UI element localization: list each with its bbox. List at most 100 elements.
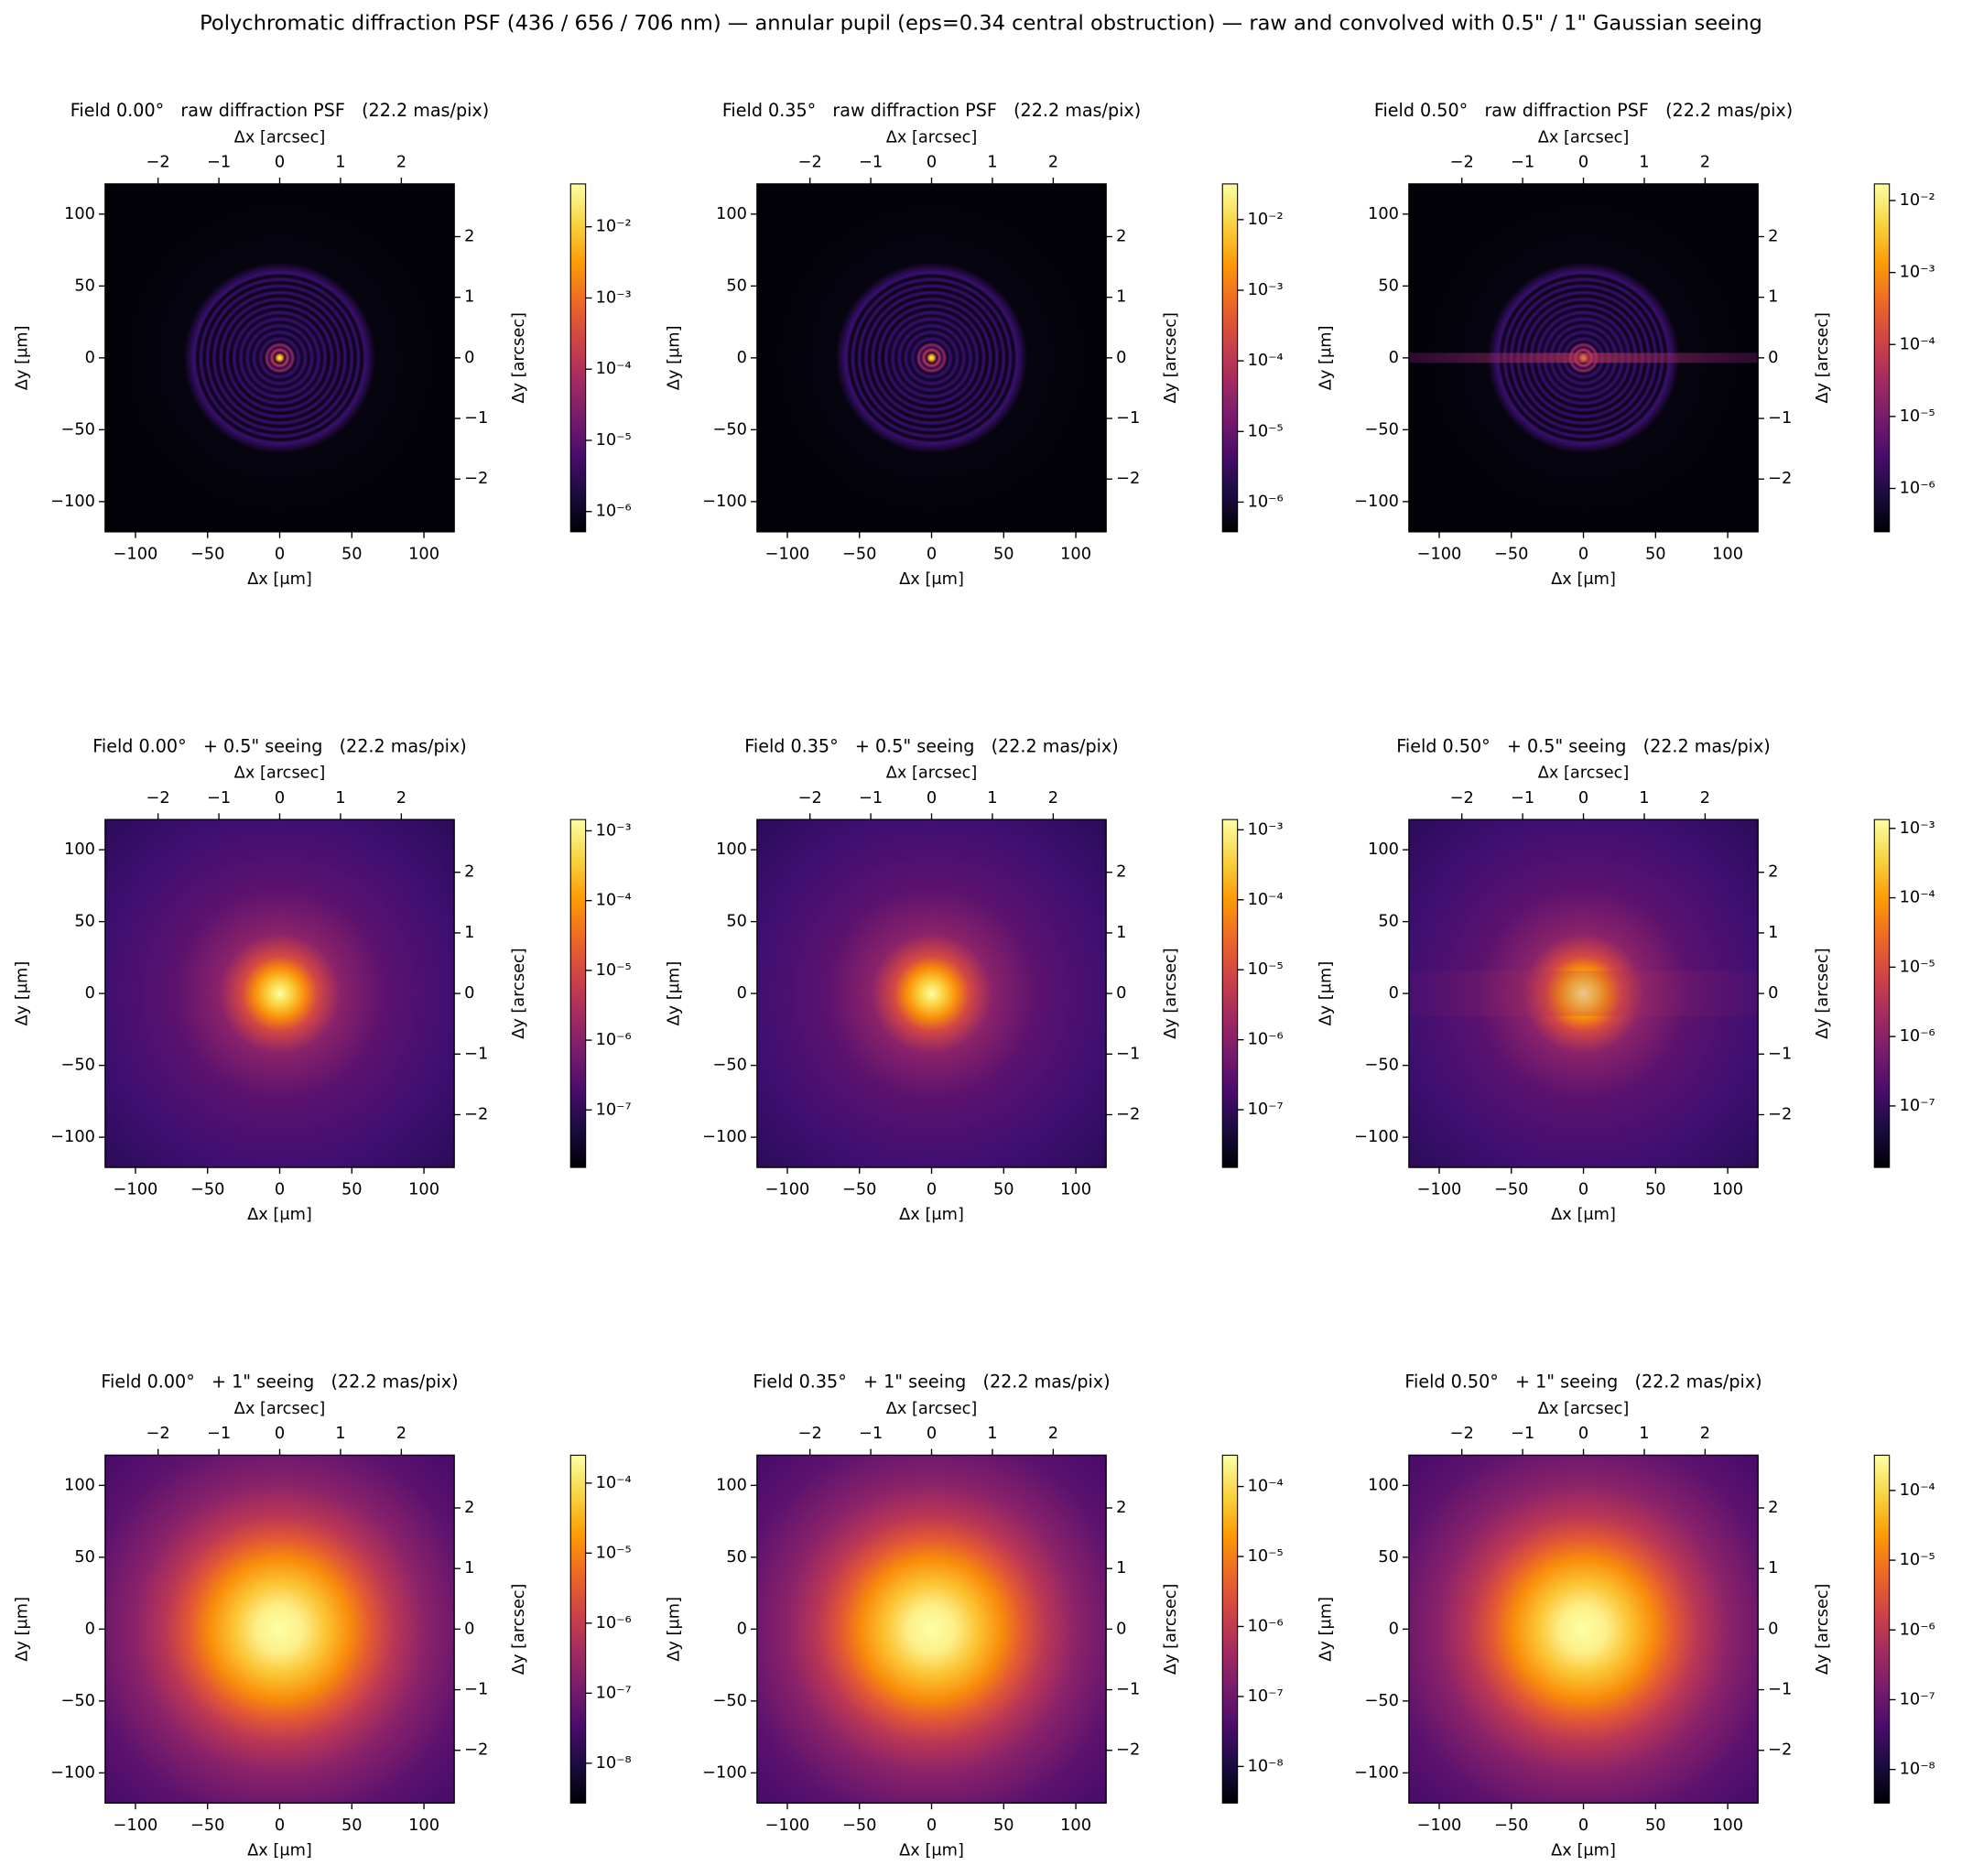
colorbar-tick-label: 10⁻² bbox=[596, 218, 632, 236]
x2-tick-label: 1 bbox=[987, 1425, 997, 1443]
x2-label: Δx [arcsec] bbox=[1538, 1400, 1630, 1418]
y-tick-label: −100 bbox=[50, 493, 95, 511]
x2-tick-label: 2 bbox=[1048, 789, 1058, 808]
y2-tick-label: 0 bbox=[1768, 984, 1778, 1003]
x-tick-label: −50 bbox=[190, 1181, 224, 1199]
y-label: Δy [μm] bbox=[1317, 961, 1336, 1026]
x2-tick-label: 2 bbox=[1700, 154, 1710, 172]
y-tick-label: −100 bbox=[50, 1128, 95, 1146]
y-tick-label: 100 bbox=[716, 1476, 747, 1494]
y2-tick-label: −1 bbox=[1116, 1681, 1140, 1699]
y-tick-label: 0 bbox=[737, 1620, 747, 1638]
y2-tick-label: 0 bbox=[464, 984, 474, 1003]
x-tick-label: 50 bbox=[341, 545, 363, 563]
x-tick-label: 100 bbox=[408, 545, 439, 563]
y-tick-label: 100 bbox=[64, 840, 95, 859]
colorbar-tick-label: 10⁻² bbox=[1248, 211, 1284, 229]
y-tick-label: −100 bbox=[50, 1763, 95, 1782]
colorbar-tick-label: 10⁻³ bbox=[596, 288, 632, 307]
colorbar-tick-label: 10⁻⁴ bbox=[596, 1474, 632, 1492]
y2-label: Δy [arcsec] bbox=[1162, 1584, 1180, 1675]
x2-tick-label: −2 bbox=[146, 1425, 170, 1443]
y-label: Δy [μm] bbox=[1317, 325, 1336, 390]
y2-tick-label: −2 bbox=[1768, 470, 1792, 488]
x-tick-label: 100 bbox=[1712, 545, 1743, 563]
y-tick-label: 50 bbox=[74, 1548, 95, 1567]
y2-tick-label: 0 bbox=[1116, 349, 1126, 367]
x-tick-label: 0 bbox=[275, 1181, 285, 1199]
y-tick-label: 50 bbox=[74, 913, 95, 931]
x-tick-label: 50 bbox=[993, 1181, 1014, 1199]
y-tick-label: 50 bbox=[74, 277, 95, 295]
x-tick-label: 100 bbox=[1060, 1816, 1091, 1835]
x-tick-label: −100 bbox=[1417, 1181, 1462, 1199]
colorbar-tick-label: 10⁻⁶ bbox=[1900, 1621, 1935, 1639]
y-tick-label: −50 bbox=[60, 1057, 94, 1075]
y2-tick-label: −1 bbox=[1116, 1045, 1140, 1063]
x2-tick-label: −2 bbox=[798, 789, 822, 808]
x-tick-label: −50 bbox=[1494, 1181, 1528, 1199]
figure-title: Polychromatic diffraction PSF (436 / 656… bbox=[200, 11, 1762, 35]
colorbar-tick-label: 10⁻⁵ bbox=[1248, 960, 1284, 979]
y-tick-label: −100 bbox=[702, 1128, 747, 1146]
x-tick-label: 0 bbox=[275, 545, 285, 563]
y-label: Δy [μm] bbox=[14, 961, 32, 1026]
y-tick-label: 50 bbox=[726, 1548, 747, 1567]
x2-tick-label: −2 bbox=[798, 1425, 822, 1443]
y-tick-label: −100 bbox=[1354, 1128, 1399, 1146]
x2-tick-label: −2 bbox=[1450, 789, 1474, 808]
x-tick-label: 0 bbox=[927, 1181, 937, 1199]
y-tick-label: 0 bbox=[85, 984, 95, 1003]
y-tick-label: 50 bbox=[1378, 1548, 1399, 1567]
panel-title: Field 0.35° raw diffraction PSF (22.2 ma… bbox=[722, 100, 1141, 121]
y-tick-label: 0 bbox=[85, 1620, 95, 1638]
y2-tick-label: −1 bbox=[1116, 409, 1140, 428]
y-tick-label: −100 bbox=[1354, 493, 1399, 511]
x-tick-label: −100 bbox=[114, 1181, 158, 1199]
x2-tick-label: 2 bbox=[396, 154, 406, 172]
x-tick-label: 100 bbox=[408, 1181, 439, 1199]
y-tick-label: −50 bbox=[712, 1057, 746, 1075]
x-tick-label: 100 bbox=[1712, 1816, 1743, 1835]
x-tick-label: 50 bbox=[1645, 1181, 1666, 1199]
x-tick-label: 50 bbox=[993, 545, 1014, 563]
y2-tick-label: −1 bbox=[1768, 1681, 1792, 1699]
y2-tick-label: 0 bbox=[464, 349, 474, 367]
x2-tick-label: −2 bbox=[798, 154, 822, 172]
y-tick-label: 100 bbox=[1368, 1476, 1399, 1494]
x-tick-label: 50 bbox=[993, 1816, 1014, 1835]
colorbar-tick-label: 10⁻³ bbox=[596, 821, 632, 840]
x2-tick-label: 1 bbox=[1639, 154, 1649, 172]
x2-tick-label: −2 bbox=[146, 154, 170, 172]
y-label: Δy [μm] bbox=[1317, 1597, 1336, 1662]
y2-tick-label: −1 bbox=[1768, 409, 1792, 428]
y2-tick-label: 1 bbox=[1768, 924, 1778, 942]
x2-tick-label: 2 bbox=[1700, 789, 1710, 808]
y-tick-label: 0 bbox=[1389, 984, 1399, 1003]
x-tick-label: 0 bbox=[927, 1816, 937, 1835]
y2-tick-label: 1 bbox=[1768, 1559, 1778, 1578]
x-tick-label: 100 bbox=[1060, 1181, 1091, 1199]
y2-label: Δy [arcsec] bbox=[1162, 948, 1180, 1039]
y-tick-label: −100 bbox=[702, 1763, 747, 1782]
y2-tick-label: 0 bbox=[1768, 349, 1778, 367]
colorbar bbox=[569, 819, 587, 1168]
x2-label: Δx [arcsec] bbox=[1538, 128, 1630, 146]
x-tick-label: 100 bbox=[1712, 1181, 1743, 1199]
x2-tick-label: 0 bbox=[275, 154, 285, 172]
y2-tick-label: −2 bbox=[1768, 1741, 1792, 1760]
x2-tick-label: 1 bbox=[987, 789, 997, 808]
x-tick-label: −50 bbox=[842, 1181, 876, 1199]
colorbar-tick-label: 10⁻⁷ bbox=[596, 1101, 632, 1119]
colorbar-tick-label: 10⁻⁴ bbox=[1248, 1478, 1284, 1496]
y2-tick-label: 1 bbox=[464, 924, 474, 942]
y-label: Δy [μm] bbox=[14, 325, 32, 390]
y2-tick-label: −1 bbox=[1768, 1045, 1792, 1063]
x2-tick-label: 1 bbox=[1639, 1425, 1649, 1443]
x2-label: Δx [arcsec] bbox=[1538, 764, 1630, 783]
y2-tick-label: 2 bbox=[1768, 863, 1778, 882]
panel-title: Field 0.50° raw diffraction PSF (22.2 ma… bbox=[1374, 100, 1793, 121]
y2-tick-label: −2 bbox=[464, 1105, 488, 1123]
